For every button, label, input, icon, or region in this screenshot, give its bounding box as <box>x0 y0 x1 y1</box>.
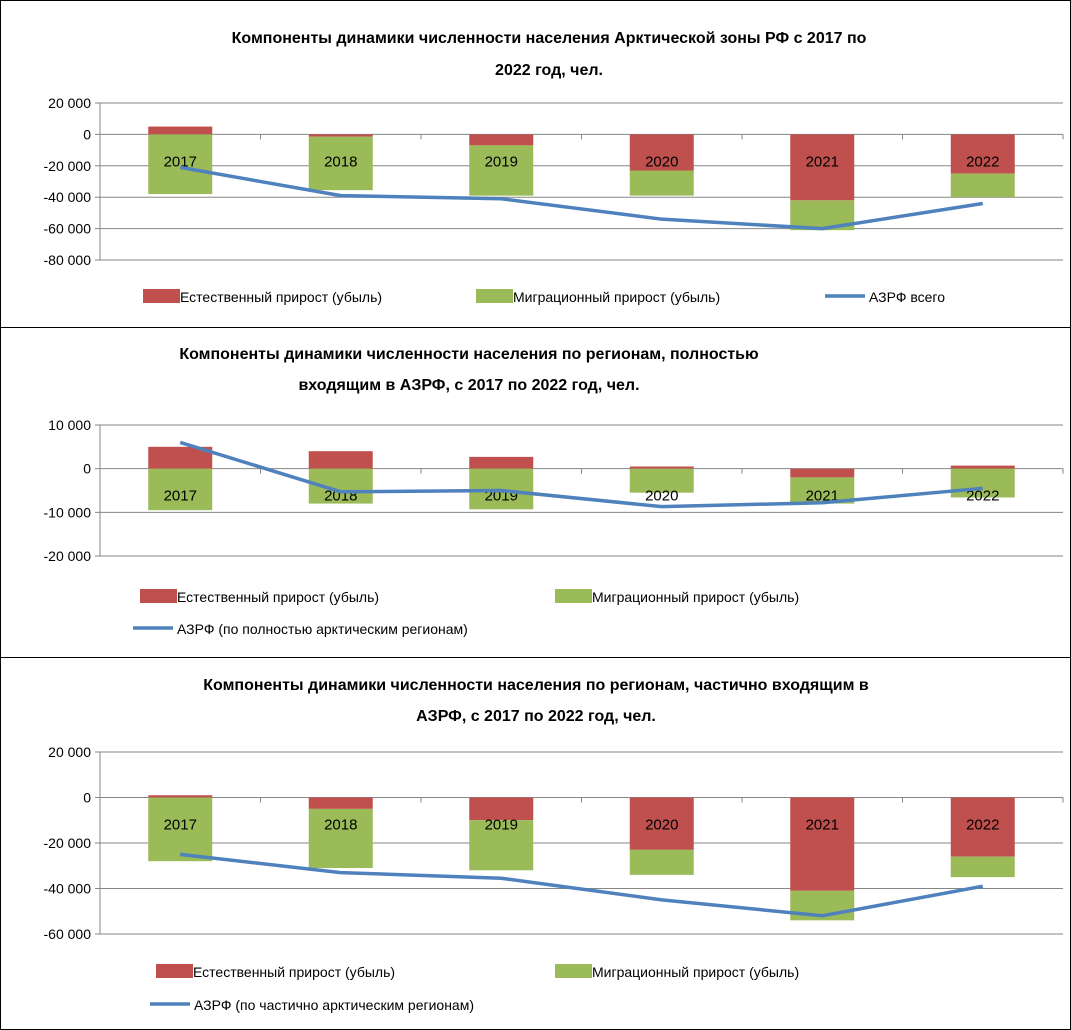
legend-label: АЗРФ (по полностью арктическим регионам) <box>177 621 468 637</box>
category-label: 2022 <box>966 153 999 170</box>
y-tick-label: -40 000 <box>44 881 92 897</box>
y-tick-label: -20 000 <box>44 158 92 174</box>
bar-migration-2018 <box>308 136 373 191</box>
bar-natural-2019 <box>469 134 534 146</box>
bar-migration-2019 <box>469 145 534 196</box>
bar-natural-2019 <box>469 797 534 821</box>
bar-natural-2021 <box>790 134 855 201</box>
bar-natural-2020 <box>629 134 694 171</box>
category-label: 2021 <box>806 817 839 834</box>
y-tick-label: -60 000 <box>44 221 92 237</box>
bar-natural-2022 <box>950 797 1015 857</box>
y-tick-label: -20 000 <box>44 548 92 564</box>
legend-label: Естественный прирост (убыль) <box>193 964 395 980</box>
bar-migration-2017 <box>148 797 213 862</box>
category-label: 2018 <box>324 153 357 170</box>
series-line-total <box>180 852 984 918</box>
legend-label: Естественный прирост (убыль) <box>180 289 382 305</box>
bar-natural-2017 <box>148 795 213 798</box>
series-line-total <box>179 440 983 509</box>
y-tick-label: 20 000 <box>48 95 91 111</box>
legend-swatch <box>476 289 513 303</box>
y-tick-label: -20 000 <box>44 835 92 851</box>
chart-title-line: входящим в АЗРФ, с 2017 по 2022 год, чел… <box>298 377 639 394</box>
legend-swatch <box>156 964 193 978</box>
category-label: 2022 <box>966 488 999 505</box>
bar-migration-2017 <box>148 468 213 511</box>
chart-title-line: АЗРФ, с 2017 по 2022 год, чел. <box>416 708 656 725</box>
bar-migration-2022 <box>950 856 1015 878</box>
legend-swatch <box>555 964 592 978</box>
bar-natural-2017 <box>148 126 213 135</box>
legend-swatch <box>140 589 177 603</box>
bar-migration-2017 <box>148 134 213 195</box>
bar-natural-2021 <box>790 797 855 891</box>
legend-swatch <box>143 289 180 303</box>
chart-title-line: Компоненты динамики численности населени… <box>232 30 867 47</box>
chart-title-line: Компоненты динамики численности населени… <box>179 346 759 363</box>
category-label: 2017 <box>164 817 197 834</box>
y-tick-label: -60 000 <box>44 926 92 942</box>
bar-migration-2020 <box>629 849 694 875</box>
y-tick-label: 20 000 <box>48 744 91 760</box>
chart-title-line: Компоненты динамики численности населени… <box>203 677 869 694</box>
category-label: 2017 <box>164 488 197 505</box>
legend-swatch <box>555 589 592 603</box>
y-tick-label: -10 000 <box>44 504 92 520</box>
bar-migration-2019 <box>469 820 534 871</box>
bar-natural-2018 <box>308 797 373 809</box>
chart-panel-1: Компоненты динамики численности населени… <box>44 30 1064 305</box>
category-label: 2020 <box>645 488 678 505</box>
y-tick-label: 0 <box>83 126 91 142</box>
y-tick-label: -80 000 <box>44 252 92 268</box>
category-label: 2018 <box>324 817 357 834</box>
category-label: 2019 <box>485 153 518 170</box>
bar-natural-2018 <box>308 451 373 469</box>
bar-migration-2018 <box>308 808 373 869</box>
category-label: 2022 <box>966 817 999 834</box>
bar-natural-2017 <box>148 446 213 469</box>
legend-label: Миграционный прирост (убыль) <box>513 289 720 305</box>
chart-panel-2: Компоненты динамики численности населени… <box>0 327 1071 637</box>
bar-natural-2018 <box>308 134 373 137</box>
bar-natural-2019 <box>469 456 534 469</box>
legend-label: Естественный прирост (убыль) <box>177 589 379 605</box>
y-tick-label: 0 <box>83 790 91 806</box>
y-tick-label: -40 000 <box>44 189 92 205</box>
legend-label: Миграционный прирост (убыль) <box>592 964 799 980</box>
bar-natural-2022 <box>950 134 1015 174</box>
bar-natural-2020 <box>629 466 694 469</box>
y-tick-label: 0 <box>83 461 91 477</box>
legend-label: АЗРФ всего <box>869 289 945 305</box>
chart-panel-3: Компоненты динамики численности населени… <box>0 657 1071 1013</box>
bar-migration-2020 <box>629 468 694 493</box>
series-line-total <box>179 165 984 231</box>
bar-migration-2022 <box>950 468 1015 498</box>
y-tick-label: 10 000 <box>48 417 91 433</box>
bar-migration-2022 <box>950 173 1015 198</box>
bar-migration-2020 <box>629 170 694 196</box>
category-label: 2019 <box>485 817 518 834</box>
chart-title-line: 2022 год, чел. <box>495 62 603 79</box>
bar-natural-2021 <box>790 468 855 478</box>
category-label: 2021 <box>806 153 839 170</box>
legend-label: АЗРФ (по частично арктическим регионам) <box>194 997 474 1013</box>
category-label: 2017 <box>164 153 197 170</box>
category-label: 2020 <box>645 817 678 834</box>
legend-label: Миграционный прирост (убыль) <box>592 589 799 605</box>
bar-natural-2020 <box>629 797 694 850</box>
bar-natural-2022 <box>950 465 1015 469</box>
category-label: 2020 <box>645 153 678 170</box>
